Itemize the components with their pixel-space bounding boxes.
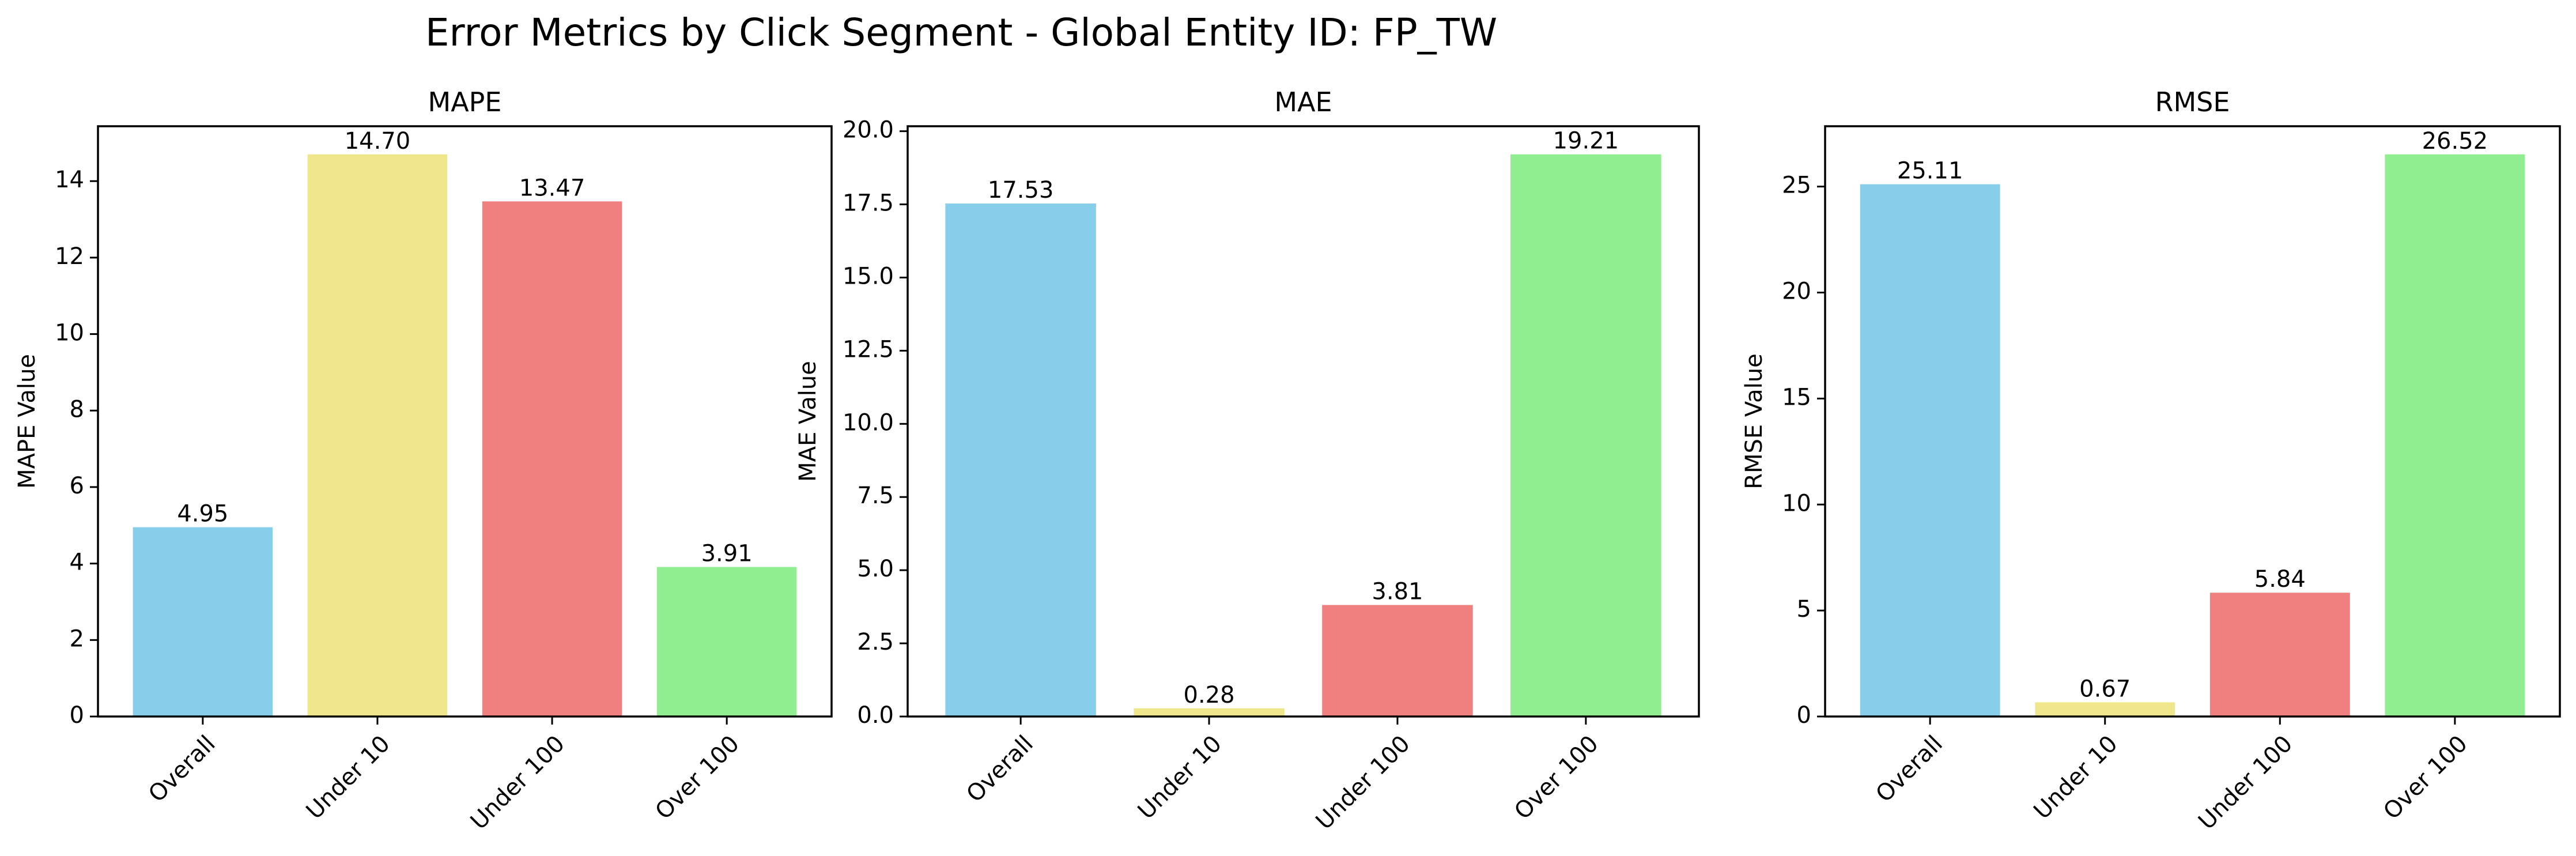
mae-panel-title: MAE	[1274, 86, 1332, 118]
rmse-ytick-label: 20	[1782, 278, 1811, 305]
mape-value-label-under-10: 14.70	[345, 128, 411, 154]
rmse-value-label-overall: 25.11	[1897, 158, 1963, 184]
mae-bar-overall	[945, 203, 1096, 717]
mae-value-label-under-100: 3.81	[1372, 579, 1423, 605]
mae-ytick-label: 20.0	[843, 117, 894, 144]
rmse-value-label-under-100: 5.84	[2254, 566, 2306, 593]
rmse-value-label-over-100: 26.52	[2422, 128, 2488, 154]
rmse-value-label-under-10: 0.67	[2079, 676, 2131, 702]
mae-ytick-label: 0.0	[857, 702, 894, 729]
rmse-bar-over-100	[2385, 154, 2525, 717]
mape-value-label-overall: 4.95	[177, 501, 228, 527]
mape-ytick-label: 0	[70, 702, 84, 729]
mae-xtick-label-overall: Overall	[961, 730, 1038, 808]
rmse-panel: 25.11 Overall 0.67 Under 10 5.84 Under 100 26.…	[1741, 86, 2561, 835]
rmse-ytick-label: 10	[1782, 490, 1811, 516]
mape-ytick-label: 14	[55, 167, 84, 193]
rmse-xtick-label-over-100: Over 100	[2378, 730, 2473, 825]
mae-ytick-label: 7.5	[857, 482, 894, 509]
rmse-ytick-label: 15	[1782, 384, 1811, 410]
mape-ytick-label: 10	[55, 320, 84, 346]
mape-y-axis-label: MAPE Value	[14, 354, 40, 489]
mape-panel: 4.95 Overall 14.70 Under 10 13.47 Under 100 3.…	[14, 86, 833, 835]
mae-ytick-label: 5.0	[857, 556, 894, 582]
mape-xtick-label-under-10: Under 10	[301, 730, 395, 824]
mae-ytick-label: 15.0	[843, 263, 894, 289]
mape-ytick-label: 4	[70, 549, 84, 576]
rmse-bar-under-100	[2209, 593, 2350, 717]
mae-value-label-under-10: 0.28	[1184, 682, 1235, 708]
mape-ytick-label: 8	[70, 396, 84, 423]
mae-ytick-label: 12.5	[843, 336, 894, 363]
mape-bar-overall	[133, 527, 273, 717]
rmse-ytick-label: 25	[1782, 172, 1811, 199]
rmse-xtick-label-under-10: Under 10	[2029, 730, 2122, 824]
mape-xtick-label-over-100: Over 100	[650, 730, 745, 825]
mape-ytick-label: 6	[70, 473, 84, 499]
mape-xtick-label-overall: Overall	[143, 730, 221, 808]
mae-axes-frame	[906, 125, 1700, 718]
mape-value-label-over-100: 3.91	[701, 541, 753, 567]
rmse-xtick-label-overall: Overall	[1871, 730, 1948, 808]
rmse-xtick-label-under-100: Under 100	[2193, 730, 2298, 835]
rmse-bar-overall	[1860, 184, 2000, 717]
mape-value-label-under-100: 13.47	[519, 175, 586, 201]
rmse-bar-under-10	[2035, 702, 2175, 717]
rmse-axes-frame	[1824, 125, 2561, 718]
mae-bar-over-100	[1510, 154, 1661, 717]
mae-ytick-label: 2.5	[857, 629, 894, 655]
rmse-y-axis-label: RMSE Value	[1741, 353, 1767, 489]
mae-panel: 17.53 Overall 0.28 Under 10 3.81 Under 100 19.…	[795, 86, 1700, 835]
mape-bar-over-100	[656, 567, 797, 717]
mae-bar-under-100	[1322, 605, 1473, 717]
mae-ytick-label: 17.5	[843, 190, 894, 217]
mape-bar-under-100	[482, 201, 622, 717]
mae-xtick-label-over-100: Over 100	[1509, 730, 1604, 825]
mape-xtick-label-under-100: Under 100	[466, 730, 570, 835]
rmse-ytick-label: 5	[1797, 596, 1811, 623]
mae-y-axis-label: MAE Value	[795, 361, 821, 482]
mae-value-label-over-100: 19.21	[1553, 128, 1619, 154]
mape-axes-frame	[97, 125, 833, 718]
mape-ytick-label: 2	[70, 625, 84, 652]
mae-ytick-label: 10.0	[843, 409, 894, 436]
rmse-ytick-label: 0	[1797, 702, 1811, 729]
figure-title: Error Metrics by Click Segment - Global …	[425, 10, 1497, 55]
mape-ytick-label: 12	[55, 243, 84, 270]
mae-xtick-label-under-10: Under 10	[1133, 730, 1227, 824]
mae-bar-under-10	[1134, 708, 1285, 717]
mape-bar-under-10	[307, 154, 448, 717]
mae-value-label-overall: 17.53	[988, 177, 1054, 203]
rmse-panel-title: RMSE	[2155, 86, 2230, 118]
mape-panel-title: MAPE	[428, 86, 502, 118]
mae-xtick-label-under-100: Under 100	[1311, 730, 1415, 835]
